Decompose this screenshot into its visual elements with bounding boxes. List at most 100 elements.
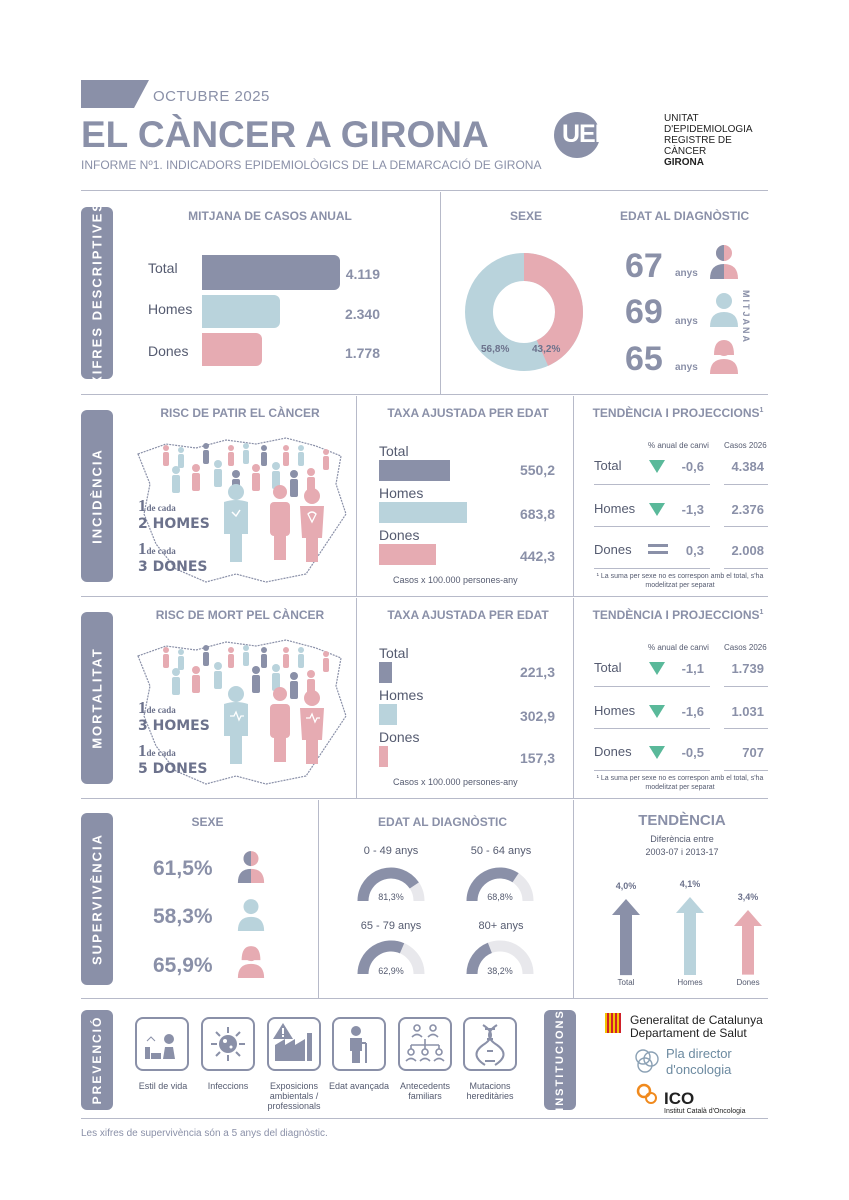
logo-line: REGISTRE DE CÀNCER — [664, 135, 732, 157]
person-half-icon — [710, 245, 738, 279]
gauge-label: 0 - 49 anys — [363, 845, 419, 857]
ico-logo-icon — [636, 1083, 657, 1104]
down-arrow-icon — [649, 705, 665, 718]
trend-value: 4,0% — [615, 880, 637, 891]
row-line — [724, 686, 768, 687]
girona-map-people-illustration — [137, 639, 347, 785]
rate-label: Dones — [379, 729, 420, 745]
gauge-value: 68,8% — [487, 892, 513, 902]
prevention-label: Antecedents familiars — [399, 1081, 451, 1101]
donut-women-segment — [465, 253, 583, 371]
divider — [573, 598, 574, 798]
down-arrow-icon — [649, 746, 665, 759]
logo-circle-icon — [554, 112, 600, 158]
trend-change: -0,5 — [681, 745, 704, 760]
gauge-label: 80+ anys — [478, 920, 524, 932]
gencat-name: Generalitat de Catalunya — [630, 1013, 763, 1027]
trend-change: -1,3 — [681, 502, 704, 517]
down-arrow-icon — [649, 662, 665, 675]
cases-bar-total — [202, 255, 340, 290]
col-cases-header: Casos 2026 — [724, 643, 767, 652]
row-line — [594, 770, 710, 771]
footer-note: Les xifres de supervivència són a 5 anys… — [81, 1128, 328, 1139]
dna-icon — [463, 1017, 517, 1071]
age-mean-total: 67 — [625, 247, 663, 285]
tab-label: INCIDÈNCIA — [89, 448, 105, 544]
down-arrow-icon — [649, 503, 665, 516]
tab-label: INSTITUCIONS — [554, 1009, 566, 1111]
gauge-value: 81,3% — [378, 892, 404, 902]
rate-value: 221,3 — [519, 664, 555, 680]
prevention-label: Infeccions — [207, 1081, 249, 1091]
person-woman-icon — [237, 946, 265, 978]
sex-men-pct: 56,8% — [481, 344, 510, 355]
gencat-flag-icon — [605, 1013, 621, 1033]
virus-icon — [201, 1017, 255, 1071]
trend-label: Total — [617, 978, 635, 987]
incidence-risk-title: RISC DE PATIR EL CÀNCER — [160, 406, 320, 420]
trend-cases: 4.384 — [731, 459, 764, 474]
cases-label: Homes — [148, 301, 193, 317]
person-man-icon — [237, 899, 265, 931]
mortality-risk-title: RISC DE MORT PEL CÀNCER — [155, 608, 325, 622]
person-half-icon — [237, 851, 265, 883]
rate-value: 442,3 — [519, 548, 555, 564]
age-mean-women: 65 — [625, 340, 663, 378]
rate-label: Homes — [379, 485, 424, 501]
cases-value: 4.119 — [345, 266, 380, 282]
incidence-trend-title: TENDÈNCIA I PROJECCIONS1 — [592, 406, 764, 420]
rate-bar-dones — [379, 544, 436, 565]
family-tree-icon — [398, 1017, 452, 1071]
trend-change: -0,6 — [681, 459, 704, 474]
mortality-rate-title: TAXA AJUSTADA PER EDAT — [387, 608, 549, 622]
gauge-label: 65 - 79 anys — [360, 920, 422, 932]
age-unit: anys — [675, 362, 698, 373]
rate-bar-dones — [379, 746, 389, 767]
logo-line: UNITAT — [664, 113, 699, 124]
survival-gauge — [466, 940, 534, 975]
mortality-ratio-women: 1de cada 5 DONES — [138, 741, 208, 777]
trend-label: Dones — [594, 542, 632, 557]
trend-value: 4,1% — [679, 879, 701, 889]
tab-incidence: INCIDÈNCIA — [81, 410, 113, 582]
rate-bar-homes — [379, 704, 397, 725]
row-line — [594, 728, 710, 729]
row-line — [724, 770, 768, 771]
tab-institutions: INSTITUCIONS — [544, 1009, 576, 1111]
divider — [573, 396, 574, 596]
uercg-logo: UERCG UNITAT D'EPIDEMIOLOGIA REGISTRE DE… — [554, 110, 769, 168]
survival-trend-sub1: Diferència entre — [650, 834, 714, 844]
prevention-label: Estil de vida — [138, 1081, 188, 1091]
survival-women-pct: 65,9% — [153, 954, 213, 977]
trend-change: -1,1 — [681, 661, 704, 676]
survival-trend-sub2: 2003-07 i 2013-17 — [645, 847, 719, 857]
trend-cases: 1.739 — [731, 661, 764, 676]
rate-label: Total — [379, 645, 409, 661]
pdo-line1: Pla director — [666, 1046, 732, 1061]
cases-bar-dones — [202, 333, 262, 366]
trend-change: -1,6 — [681, 704, 704, 719]
trend-cases: 2.008 — [731, 543, 764, 558]
mitjana-label: MITJANA — [741, 290, 751, 366]
mitjana-text: MITJANA — [741, 290, 751, 344]
person-woman-icon — [710, 340, 738, 374]
tab-mortality: MORTALITAT — [81, 612, 113, 784]
cases-value: 1.778 — [344, 345, 380, 361]
survival-gauge — [357, 867, 425, 902]
down-arrow-icon — [649, 460, 665, 473]
trend-label: Total — [594, 660, 622, 675]
trend-cases: 1.031 — [731, 704, 764, 719]
row-line — [594, 686, 710, 687]
trend-arrow — [612, 898, 640, 975]
trend-change: 0,3 — [685, 543, 704, 558]
incidence-rate-title: TAXA AJUSTADA PER EDAT — [387, 406, 549, 420]
trend-cases: 707 — [742, 745, 764, 760]
incidence-ratio-women: 1de cada 3 DONES — [138, 539, 208, 575]
sex-donut-chart — [465, 253, 583, 371]
divider — [81, 798, 768, 799]
divider — [81, 596, 768, 597]
mortality-ratio-men: 1de cada 3 HOMES — [138, 698, 210, 734]
divider — [356, 396, 357, 596]
tab-label: SUPERVIVÈNCIA — [89, 833, 105, 965]
age-mean-men: 69 — [625, 293, 663, 331]
